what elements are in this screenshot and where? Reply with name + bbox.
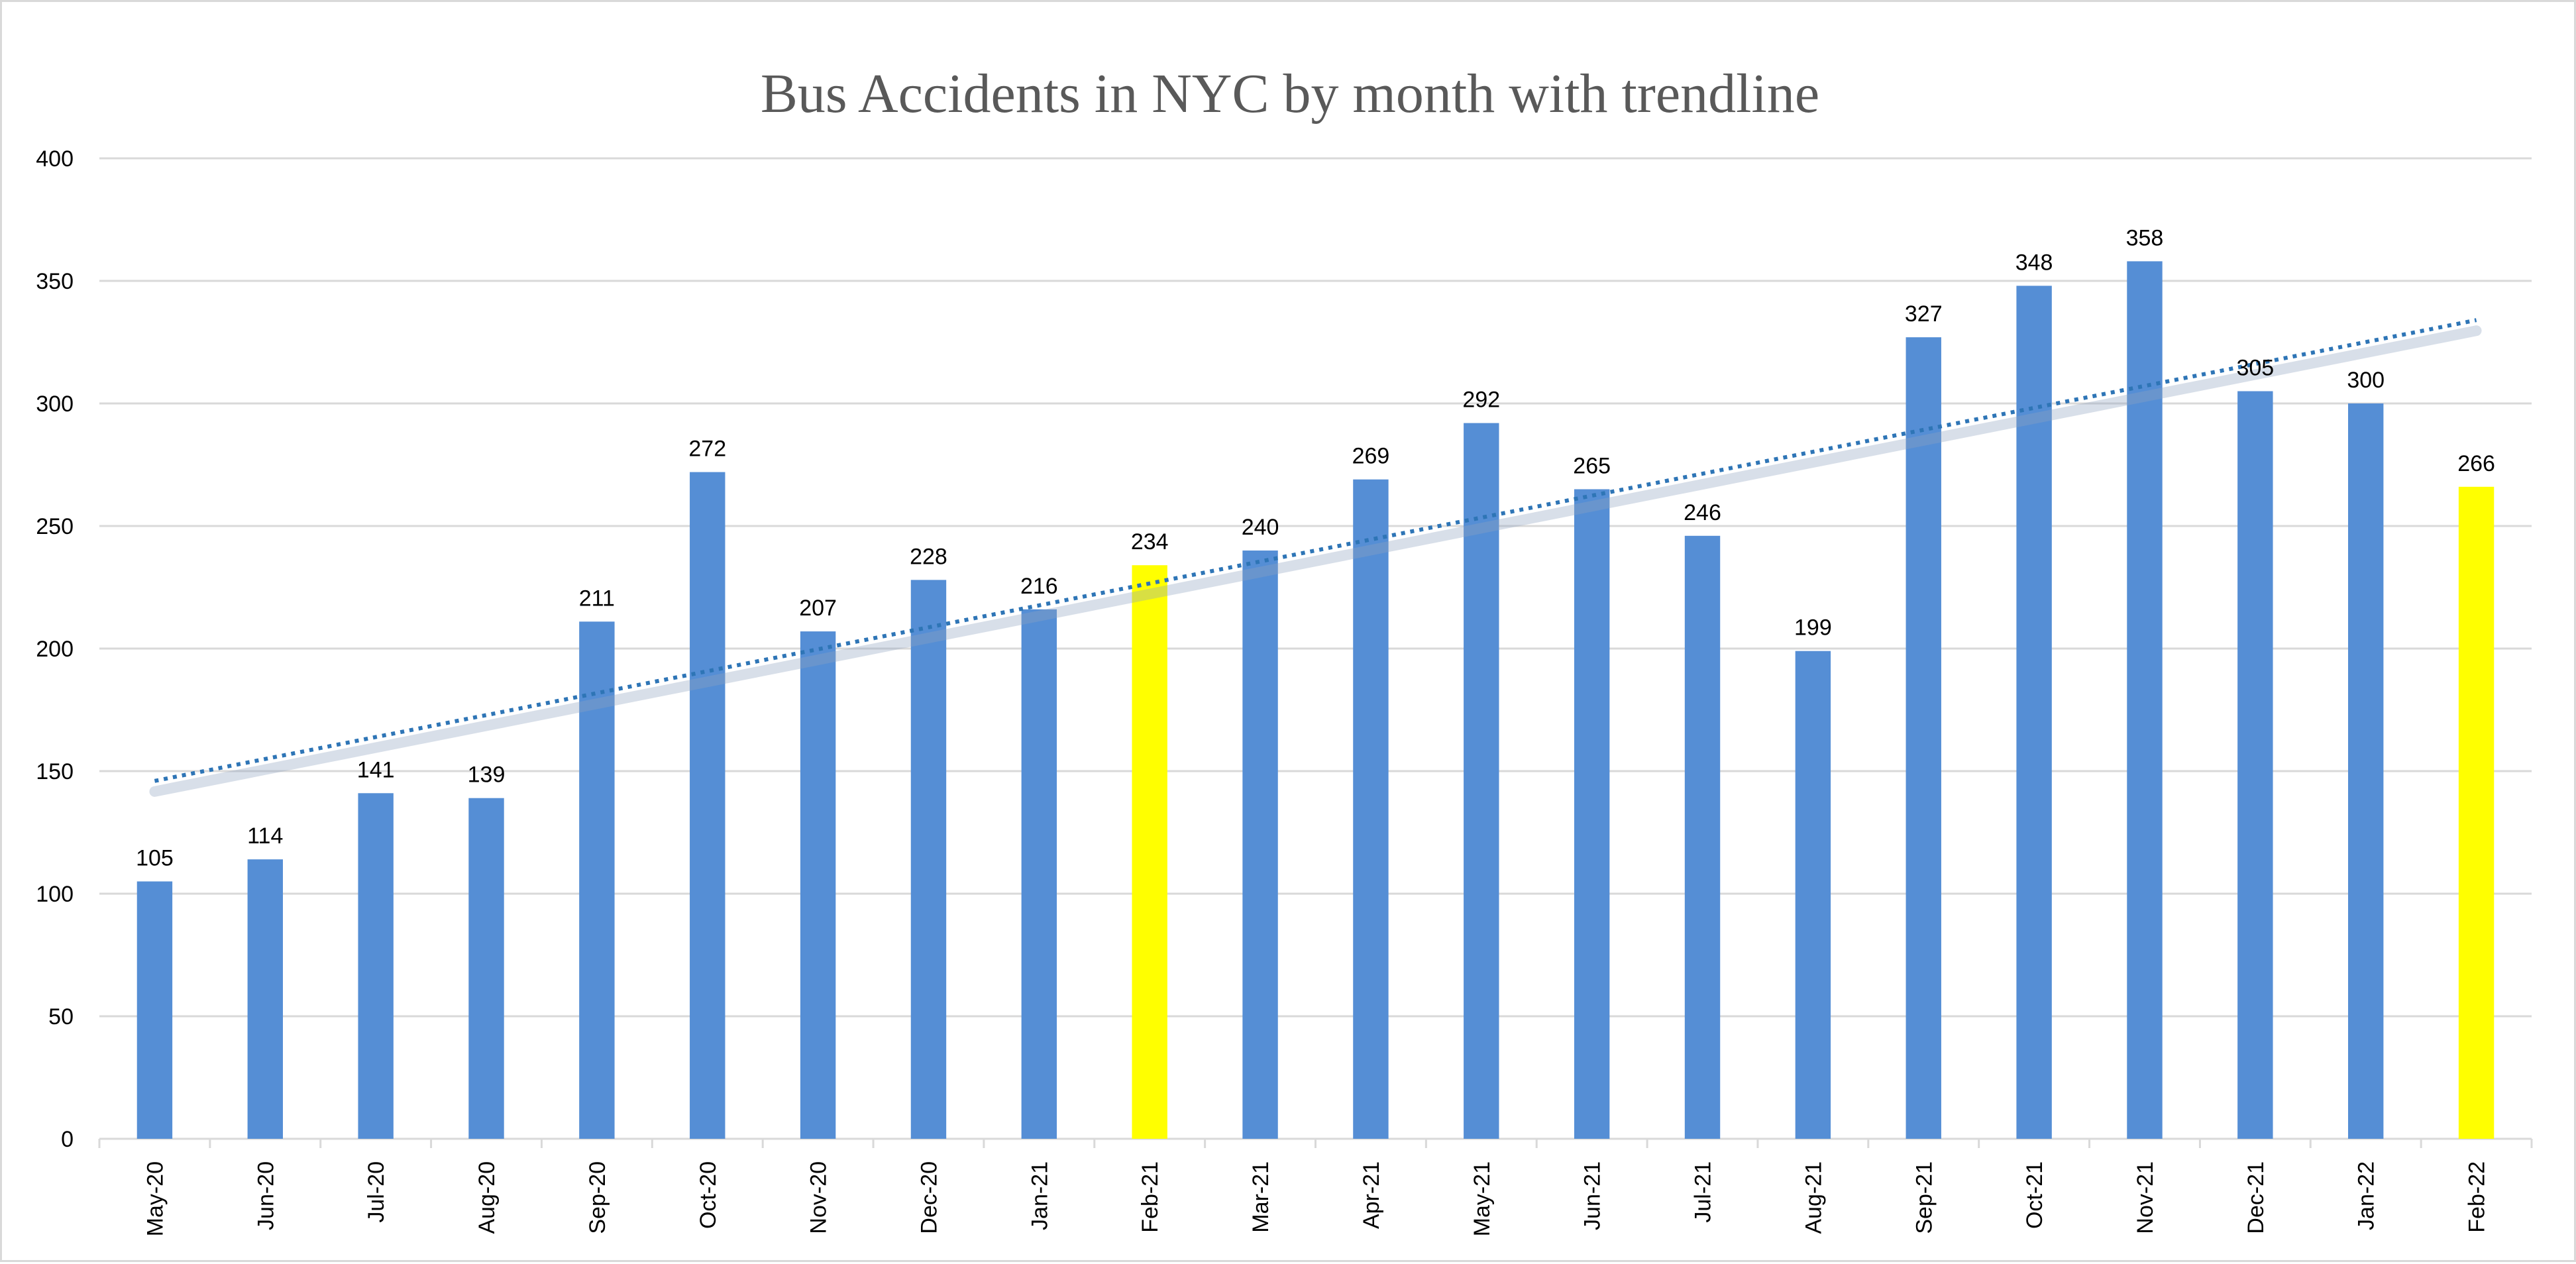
trendline-group [149, 318, 2482, 797]
x-tick-label-jun-20: Jun-20 [253, 1161, 278, 1230]
bar-mar-21 [1242, 551, 1278, 1139]
y-tick-label: 150 [36, 759, 74, 784]
gridlines [98, 157, 2533, 1148]
y-tick-label: 100 [36, 882, 74, 907]
bar-apr-21 [1353, 479, 1389, 1139]
data-label-jul-20: 141 [357, 757, 395, 782]
bar-aug-21 [1795, 651, 1831, 1139]
bar-nov-21 [2127, 261, 2163, 1139]
data-label-oct-21: 348 [2015, 250, 2053, 275]
bar-oct-20 [690, 472, 725, 1139]
data-label-aug-21: 199 [1794, 615, 1832, 641]
x-tick-label-sep-20: Sep-20 [585, 1161, 610, 1234]
bar-jul-20 [358, 793, 394, 1139]
x-tick-label-feb-22: Feb-22 [2465, 1161, 2490, 1233]
bar-feb-22 [2458, 486, 2495, 1139]
data-label-sep-20: 211 [579, 586, 615, 611]
x-tick-label-may-20: May-20 [142, 1161, 168, 1236]
x-tick-label-aug-20: Aug-20 [474, 1161, 500, 1234]
data-label-apr-21: 269 [1352, 444, 1390, 469]
data-label-dec-21: 305 [2236, 356, 2274, 381]
x-tick-label-jan-22: Jan-22 [2354, 1161, 2379, 1230]
x-tick-label-may-21: May-21 [1470, 1161, 1495, 1236]
trendline-shadow [149, 325, 2482, 797]
data-label-may-21: 292 [1462, 388, 1500, 413]
bar-oct-21 [2016, 286, 2052, 1139]
y-tick-label: 200 [36, 637, 74, 662]
x-tick-label-apr-21: Apr-21 [1359, 1161, 1384, 1229]
chart-title: Bus Accidents in NYC by month with trend… [761, 63, 1819, 125]
x-tick-label-oct-21: Oct-21 [2022, 1161, 2047, 1229]
y-tick-label: 350 [36, 269, 74, 294]
y-tick-label: 250 [36, 514, 74, 539]
data-label-sep-21: 327 [1905, 301, 1943, 327]
bar-may-20 [136, 881, 173, 1139]
data-label-feb-22: 266 [2457, 451, 2495, 476]
x-tick-label-jan-21: Jan-21 [1027, 1161, 1052, 1230]
data-label-jul-21: 246 [1684, 500, 1721, 525]
data-label-jun-21: 265 [1573, 454, 1611, 479]
bar-jun-20 [247, 859, 283, 1139]
x-tick-label-sep-21: Sep-21 [1911, 1161, 1937, 1234]
bar-sep-20 [579, 621, 615, 1139]
y-tick-label: 0 [61, 1127, 74, 1152]
bar-jun-21 [1574, 489, 1610, 1139]
x-tick-label-jul-20: Jul-20 [364, 1161, 389, 1223]
x-tick-label-dec-20: Dec-20 [916, 1161, 941, 1234]
bar-may-21 [1464, 423, 1499, 1139]
x-axis-ticks: May-20 Jun-20 Jul-20 Aug-20 Sep-20 Oct-20 Nov-… [142, 1161, 2489, 1236]
bar-jul-21 [1684, 535, 1721, 1139]
x-tick-label-jun-21: Jun-21 [1580, 1161, 1605, 1230]
bar-dec-20 [910, 580, 947, 1139]
data-label-jun-20: 114 [247, 823, 283, 849]
bar-feb-21 [1132, 565, 1167, 1139]
bar-jan-21 [1021, 609, 1057, 1139]
x-tick-label-mar-21: Mar-21 [1248, 1161, 1273, 1233]
x-tick-label-dec-21: Dec-21 [2243, 1161, 2269, 1234]
x-tick-label-aug-21: Aug-21 [1801, 1161, 1826, 1234]
x-tick-label-feb-21: Feb-21 [1138, 1161, 1163, 1233]
data-label-jan-21: 216 [1020, 574, 1058, 599]
y-tick-label: 300 [36, 392, 74, 417]
y-tick-label: 50 [48, 1004, 74, 1029]
y-tick-label: 400 [36, 146, 74, 172]
x-tick-label-jul-21: Jul-21 [1691, 1161, 1716, 1223]
bar-aug-20 [468, 798, 504, 1139]
data-label-nov-21: 358 [2126, 225, 2164, 250]
data-label-feb-21: 234 [1131, 529, 1169, 554]
data-label-mar-21: 240 [1242, 515, 1279, 540]
bar-sep-21 [1905, 337, 1941, 1139]
y-axis-ticks: 0 50 100 150 200 250 300 350 400 [36, 146, 74, 1152]
data-label-nov-20: 207 [799, 596, 837, 621]
x-tick-label-nov-20: Nov-20 [806, 1161, 832, 1234]
data-label-dec-20: 228 [910, 544, 947, 569]
bar-dec-21 [2237, 391, 2273, 1139]
bar-jan-22 [2348, 403, 2384, 1139]
data-labels: 105 114 141 139 211 272 207 228 216 234 240 269 292 2… [136, 225, 2495, 870]
data-label-oct-20: 272 [688, 437, 726, 462]
data-label-aug-20: 139 [468, 763, 506, 788]
x-tick-label-oct-20: Oct-20 [696, 1161, 721, 1229]
data-label-may-20: 105 [136, 846, 174, 871]
x-tick-label-nov-21: Nov-21 [2133, 1161, 2158, 1234]
bars [136, 261, 2495, 1139]
bar-nov-20 [800, 631, 836, 1139]
data-label-jan-22: 300 [2347, 368, 2385, 393]
